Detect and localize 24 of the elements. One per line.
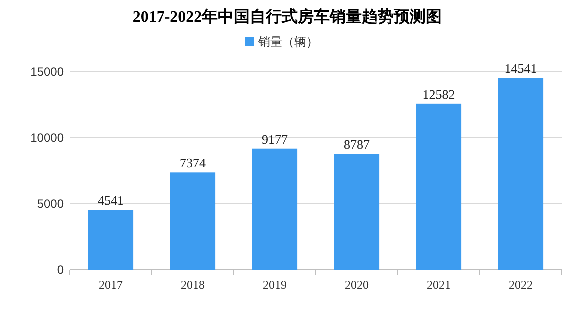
x-tick-label: 2022 <box>509 278 533 292</box>
y-tick-label: 0 <box>57 263 64 277</box>
x-tick-label: 2020 <box>345 278 369 292</box>
bar <box>416 104 462 270</box>
x-tick-label: 2018 <box>181 278 205 292</box>
bar <box>334 154 380 270</box>
y-tick-label: 10000 <box>30 131 64 145</box>
data-label: 8787 <box>344 137 370 152</box>
x-tick-label: 2021 <box>427 278 451 292</box>
bar <box>170 172 216 270</box>
data-label: 12582 <box>422 86 456 102</box>
y-tick-label: 5000 <box>37 197 64 211</box>
bar <box>498 78 544 270</box>
x-tick-label: 2019 <box>263 278 287 292</box>
bar <box>252 148 298 270</box>
data-label: 9177 <box>262 132 288 147</box>
x-tick-label: 2017 <box>99 278 123 292</box>
chart-title: 2017-2022年中国自行式房车销量趋势预测图 <box>132 7 442 26</box>
data-label: 7374 <box>180 156 206 171</box>
y-tick-label: 15000 <box>30 65 64 79</box>
data-label: 4541 <box>98 193 124 208</box>
bar <box>88 210 134 270</box>
data-label: 14541 <box>504 61 538 76</box>
legend-label: 销量（辆） <box>258 35 318 49</box>
